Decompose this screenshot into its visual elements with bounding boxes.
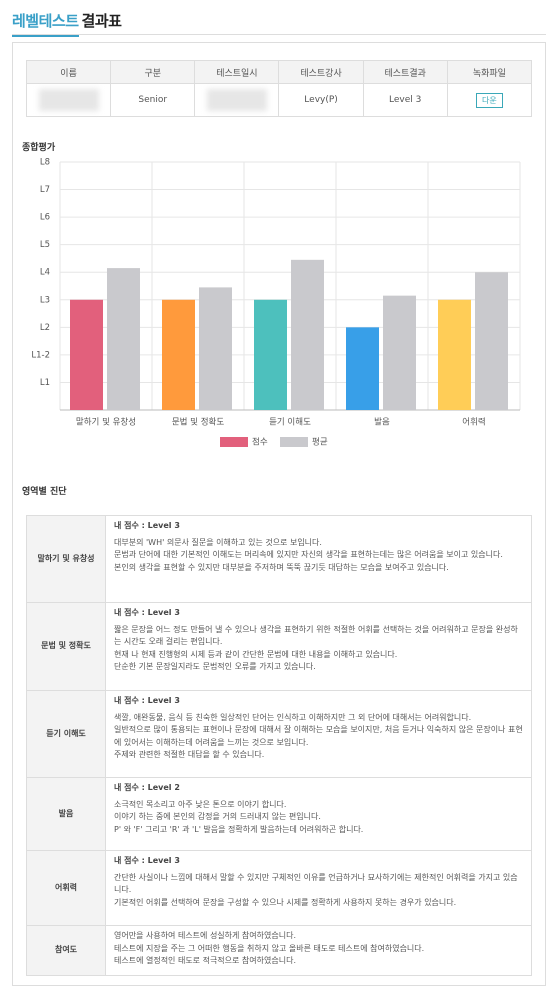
- page-title: 레벨테스트 결과표: [12, 10, 122, 37]
- info-header-row: 이름 구분 테스트일시 테스트강사 테스트결과 녹화파일: [25, 60, 533, 84]
- diagnosis-text: 내 점수 : Level 2 소극적인 목소리고 아주 낮은 톤으로 이야기 합니…: [105, 777, 532, 851]
- y-tick-label: L1: [40, 378, 50, 388]
- column-header: 테스트일시: [194, 60, 280, 84]
- score-line: 내 점수 : Level 3: [114, 608, 180, 617]
- bar: [438, 299, 471, 410]
- diagnosis-line: 색깔, 애완동물, 음식 등 친숙한 일상적인 단어는 인식하고 이해하지만 그…: [114, 712, 472, 722]
- diagnosis-line: 주제와 관련한 적절한 대답을 할 수 있습니다.: [114, 750, 265, 759]
- x-tick-label: 문법 및 정확도: [172, 417, 225, 428]
- divider: [12, 34, 546, 35]
- name-cell: [25, 83, 112, 117]
- legend-label: 평균: [312, 437, 328, 448]
- diagnosis-line: 영어만을 사용하여 테스트에 성실하게 참여하였습니다.: [114, 931, 296, 940]
- diagnosis-line: 기본적인 어휘를 선택하여 문장을 구성할 수 있으나 시제를 정확하게 사용하…: [114, 897, 457, 907]
- column-header: 구분: [110, 60, 196, 84]
- blurred-name: [38, 89, 99, 111]
- diagnosis-row: 발음 내 점수 : Level 2 소극적인 목소리고 아주 낮은 톤으로 이야기 …: [26, 777, 532, 851]
- y-tick-label: L2: [40, 323, 50, 333]
- diagnosis-line: 현재 나 현재 진행형의 시제 등과 같이 간단한 문법에 대한 내용을 이해하…: [114, 649, 398, 659]
- recording-cell: 다운: [446, 83, 533, 117]
- x-tick-label: 말하기 및 유창성: [76, 417, 136, 428]
- title-rest: 결과표: [81, 12, 122, 30]
- diagnosis-line: 테스트에 열정적인 태도로 적극적으로 참여하였습니다.: [114, 956, 296, 965]
- category-cell: Senior: [110, 83, 196, 117]
- area-label: 문법 및 정확도: [26, 602, 106, 691]
- y-tick-label: L5: [40, 240, 50, 250]
- diagnosis-row: 듣기 이해도 내 점수 : Level 3 색깔, 애완동물, 음식 등 친숙한 일…: [26, 690, 532, 778]
- diagnosis-title: 영역별 진단: [22, 487, 67, 497]
- diagnosis-line: 간단한 사실이나 느낌에 대해서 말할 수 있지만 구체적인 이유를 언급하거나…: [114, 872, 518, 895]
- diagnosis-row: 참여도 영어만을 사용하여 테스트에 성실하게 참여하였습니다. 테스트에 지장을 …: [26, 925, 532, 976]
- area-label: 듣기 이해도: [26, 690, 106, 778]
- y-tick-label: L4: [40, 268, 50, 278]
- diagnosis-line: 이야기 하는 중에 본인의 감정을 거의 드러내지 않는 편입니다.: [114, 812, 321, 821]
- y-tick-label: L6: [40, 213, 50, 223]
- y-tick-label: L1-2: [31, 350, 50, 360]
- download-button[interactable]: 다운: [476, 92, 503, 108]
- diagnosis-text: 내 점수 : Level 3 대부분의 'WH' 의문사 질문을 이해하고 있는 …: [105, 515, 532, 603]
- chart-section-label: 종합평가: [22, 143, 56, 153]
- bar: [346, 327, 379, 410]
- diagnosis-line: P' 와 'F' 그리고 'R' 과 'L' 발음을 정확하게 발음하는데 어려…: [114, 824, 364, 834]
- score-line: 내 점수 : Level 3: [114, 521, 180, 530]
- area-label: 어휘력: [26, 850, 106, 926]
- bar: [107, 268, 140, 410]
- info-table: 이름 구분 테스트일시 테스트강사 테스트결과 녹화파일 Senior Levy(P) L…: [25, 60, 533, 117]
- score-line: 내 점수 : Level 2: [114, 783, 180, 792]
- diagnosis-table: 말하기 및 유창성 내 점수 : Level 3 대부분의 'WH' 의문사 질문을…: [26, 515, 532, 976]
- y-tick-label: L3: [40, 295, 50, 305]
- diagnosis-text: 내 점수 : Level 3 짧은 문장을 어느 정도 만들어 낼 수 있으나 생…: [105, 602, 532, 691]
- legend-swatch: [280, 437, 308, 447]
- diagnosis-text: 내 점수 : Level 3 색깔, 애완동물, 음식 등 친숙한 일상적인 단어…: [105, 690, 532, 778]
- bar: [291, 259, 324, 410]
- bar: [162, 299, 195, 410]
- area-label: 말하기 및 유창성: [26, 515, 106, 603]
- diagnosis-line: 본인의 생각을 표현할 수 있지만 대부분을 주저하며 뚝뚝 끊기듯 대답하는 …: [114, 562, 449, 572]
- bar: [383, 295, 416, 410]
- bar: [475, 272, 508, 410]
- instructor-cell: Levy(P): [278, 83, 364, 117]
- info-row: Senior Levy(P) Level 3 다운: [25, 83, 533, 117]
- area-label: 발음: [26, 777, 106, 851]
- legend-swatch: [220, 437, 248, 447]
- diagnosis-text: 영어만을 사용하여 테스트에 성실하게 참여하였습니다. 테스트에 지장을 주는 …: [105, 925, 532, 976]
- diagnosis-row: 말하기 및 유창성 내 점수 : Level 3 대부분의 'WH' 의문사 질문을…: [26, 515, 532, 603]
- x-tick-label: 어휘력: [462, 417, 485, 428]
- column-header: 테스트결과: [362, 60, 448, 84]
- diagnosis-line: 일반적으로 많이 통용되는 표현이나 문장에 대해서 잘 이해하는 모습을 보이…: [114, 725, 523, 747]
- y-tick-label: L8: [40, 158, 50, 168]
- diagnosis-line: 단순한 기본 문장일지라도 문법적인 오류를 가지고 있습니다.: [114, 662, 316, 671]
- title-highlight: 레벨테스트: [12, 12, 79, 37]
- chart: L1 L1-2 L2 L3 L4 L5 L6 L7 L8 말하기 및 유창성 문법 및 정확도 듣기 …: [31, 158, 521, 448]
- x-tick-label: 발음: [374, 417, 390, 428]
- column-header: 테스트강사: [278, 60, 364, 84]
- blurred-date: [206, 89, 267, 111]
- score-line: 내 점수 : Level 3: [114, 856, 180, 865]
- area-label: 참여도: [26, 925, 106, 976]
- diagnosis-line: 테스트에 지장을 주는 그 어떠한 행동을 취하지 않고 올바른 태도로 테스트…: [114, 943, 425, 953]
- date-cell: [194, 83, 280, 117]
- column-header: 녹화파일: [446, 60, 533, 84]
- diagnosis-line: 짧은 문장을 어느 정도 만들어 낼 수 있으나 생각을 표현하기 위한 적절한…: [114, 624, 518, 647]
- legend-label: 점수: [252, 437, 268, 448]
- diagnosis-row: 어휘력 내 점수 : Level 3 간단한 사실이나 느낌에 대해서 말할 수 있…: [26, 850, 532, 926]
- score-line: 내 점수 : Level 3: [114, 696, 180, 705]
- y-tick-label: L7: [40, 185, 50, 195]
- bar: [199, 287, 232, 410]
- diagnosis-line: 문법과 단어에 대한 기본적인 이해도는 머리속에 있지만 자신의 생각을 표현…: [114, 550, 503, 559]
- bar: [70, 299, 103, 410]
- result-cell: Level 3: [362, 83, 448, 117]
- diagnosis-line: 소극적인 목소리고 아주 낮은 톤으로 이야기 합니다.: [114, 799, 287, 809]
- column-header: 이름: [25, 60, 112, 84]
- bar: [254, 299, 287, 410]
- diagnosis-line: 대부분의 'WH' 의문사 질문을 이해하고 있는 것으로 보입니다.: [114, 537, 322, 547]
- diagnosis-text: 내 점수 : Level 3 간단한 사실이나 느낌에 대해서 말할 수 있지만 …: [105, 850, 532, 926]
- diagnosis-row: 문법 및 정확도 내 점수 : Level 3 짧은 문장을 어느 정도 만들어 낼…: [26, 602, 532, 691]
- x-tick-label: 듣기 이해도: [269, 417, 311, 428]
- result-box: [12, 42, 546, 986]
